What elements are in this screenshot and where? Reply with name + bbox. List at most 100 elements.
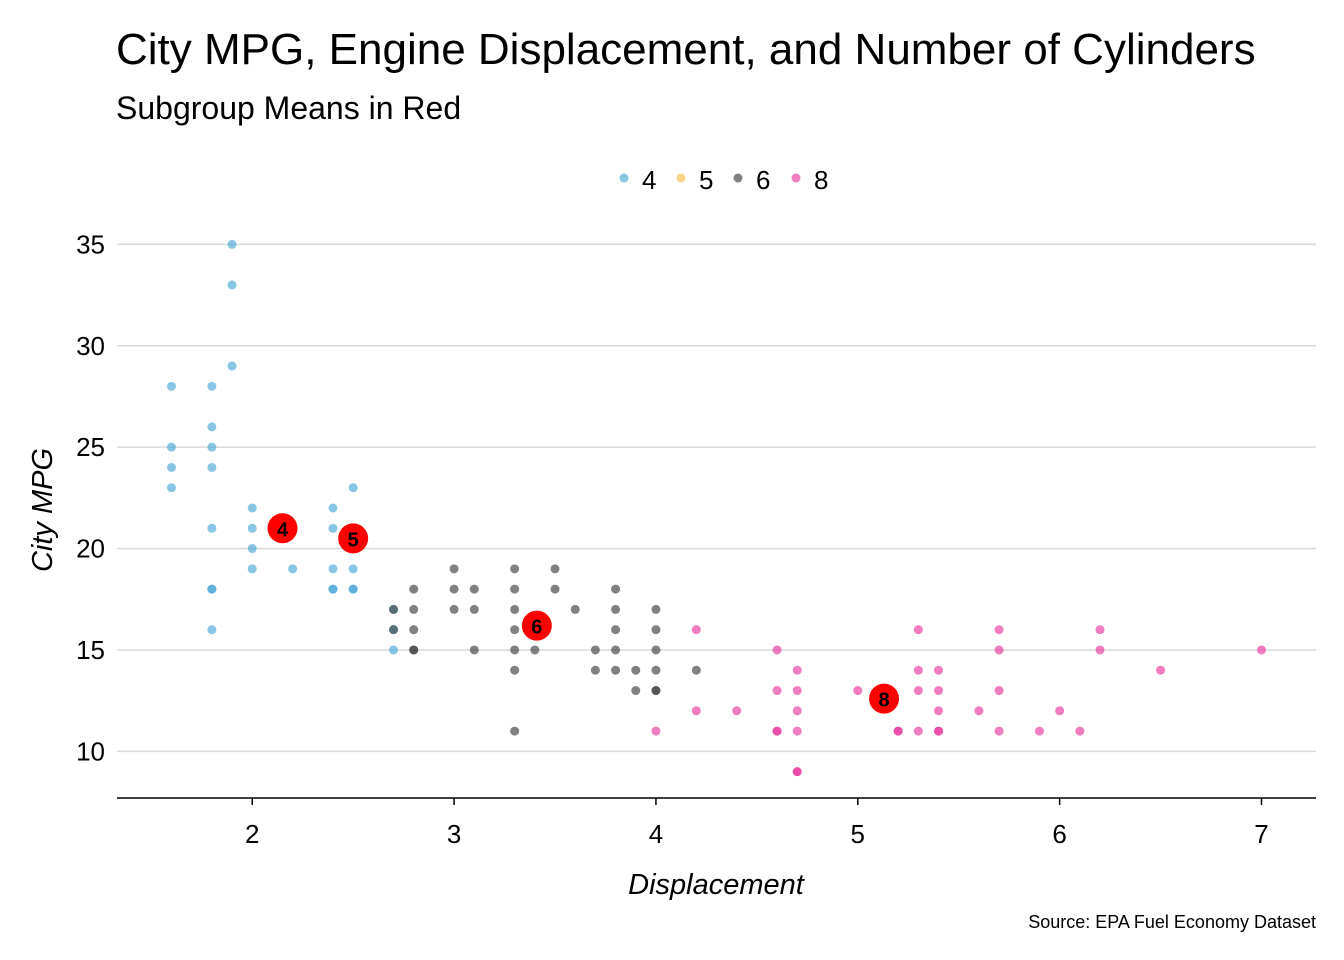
data-point-cyl-4 [227,361,237,371]
data-point-cyl-6 [409,604,419,614]
data-point-cyl-4 [167,381,176,391]
data-point-cyl-6 [409,625,419,635]
data-point-cyl-6 [651,625,661,635]
data-point-cyl-4 [247,544,257,554]
data-point-cyl-4 [207,462,217,472]
legend-key-4 [619,173,629,183]
chart-subtitle: Subgroup Means in Red [116,90,461,126]
data-point-cyl-6 [651,645,661,655]
data-point-cyl-6 [611,584,621,594]
y-tick-label: 25 [76,432,105,462]
data-point-cyl-6 [409,584,419,594]
data-point-cyl-4 [167,483,176,493]
legend-label-8: 8 [814,165,828,195]
mean-label-4: 4 [277,519,289,541]
data-point-cyl-4 [207,523,217,533]
data-point-cyl-8 [792,706,802,716]
data-point-cyl-6 [550,564,560,574]
data-point-cyl-6 [510,665,520,675]
data-point-cyl-8 [772,686,782,696]
data-point-cyl-8 [772,726,782,736]
data-point-cyl-4 [389,645,399,655]
mean-marker-5 [338,523,369,554]
mean-label-5: 5 [348,529,359,551]
data-point-cyl-8 [732,706,742,716]
data-point-cyl-6 [631,686,641,696]
data-point-cyl-4 [167,442,176,452]
y-tick-label: 15 [76,635,105,665]
data-point-cyl-6 [389,625,399,635]
data-point-cyl-8 [1034,726,1044,736]
legend-key-6 [733,173,743,183]
data-point-cyl-4 [227,239,237,249]
data-point-cyl-8 [994,686,1004,696]
mean-marker-4 [267,513,298,544]
data-point-cyl-6 [409,645,419,655]
x-tick-label: 5 [851,819,865,849]
data-point-cyl-6 [651,686,661,696]
mean-label-8: 8 [878,690,889,712]
x-axis-label: Displacement [628,869,806,901]
data-point-cyl-6 [469,645,479,655]
data-point-cyl-4 [247,564,257,574]
data-point-cyl-4 [328,564,338,574]
chart-title: City MPG, Engine Displacement, and Numbe… [116,25,1256,74]
x-tick-label: 4 [649,819,663,849]
y-axis-label: City MPG [27,448,59,572]
data-point-cyl-6 [631,665,641,675]
data-point-cyl-8 [994,726,1004,736]
data-point-cyl-6 [389,604,399,614]
mean-label-6: 6 [531,617,542,639]
data-point-cyl-8 [1257,645,1266,655]
data-point-cyl-8 [1055,706,1065,716]
data-point-cyl-8 [913,665,923,675]
data-point-cyl-6 [570,604,580,614]
x-axis-ticks: 2 3 4 5 6 7 [245,798,1269,849]
data-point-cyl-4 [348,483,358,493]
data-point-cyl-4 [247,503,257,513]
data-point-cyl-6 [651,665,661,675]
data-point-cyl-8 [974,706,984,716]
data-point-cyl-8 [792,686,802,696]
data-point-cyl-8 [1095,625,1105,635]
data-point-cyl-8 [772,645,782,655]
data-point-cyl-4 [328,503,338,513]
x-tick-label: 7 [1254,819,1268,849]
data-point-cyl-4 [227,280,237,290]
x-tick-label: 2 [245,819,259,849]
data-point-cyl-8 [792,665,802,675]
data-point-cyl-8 [934,726,944,736]
data-point-cyl-4 [207,584,217,594]
data-point-cyl-8 [1075,726,1085,736]
data-point-cyl-6 [510,625,520,635]
data-point-cyl-4 [348,564,358,574]
data-point-cyl-8 [994,645,1004,655]
x-tick-label: 3 [447,819,461,849]
data-point-cyl-6 [469,584,479,594]
data-point-cyl-6 [510,726,520,736]
data-point-cyl-8 [994,625,1004,635]
data-point-cyl-6 [510,604,520,614]
mean-marker-6 [521,610,552,641]
data-point-cyl-6 [550,584,560,594]
data-point-cyl-4 [247,523,257,533]
data-point-cyl-4 [288,564,298,574]
data-point-cyl-8 [691,625,701,635]
data-point-cyl-4 [348,584,358,594]
data-point-cyl-8 [934,706,944,716]
subgroup-means: 4 5 6 8 [267,513,900,714]
y-tick-label: 10 [76,736,105,766]
data-point-cyl-8 [651,726,661,736]
gridlines [117,243,1316,753]
data-point-cyl-6 [449,604,459,614]
y-axis-ticks: 10 15 20 25 30 35 [76,229,105,766]
legend-key-8 [791,173,801,183]
data-point-cyl-6 [510,564,520,574]
mean-marker-8 [869,683,900,714]
data-point-cyl-6 [590,645,600,655]
data-point-cyl-8 [792,726,802,736]
source-caption: Source: EPA Fuel Economy Dataset [1028,912,1316,932]
data-point-cyl-8 [913,726,923,736]
data-point-cyl-4 [328,584,338,594]
